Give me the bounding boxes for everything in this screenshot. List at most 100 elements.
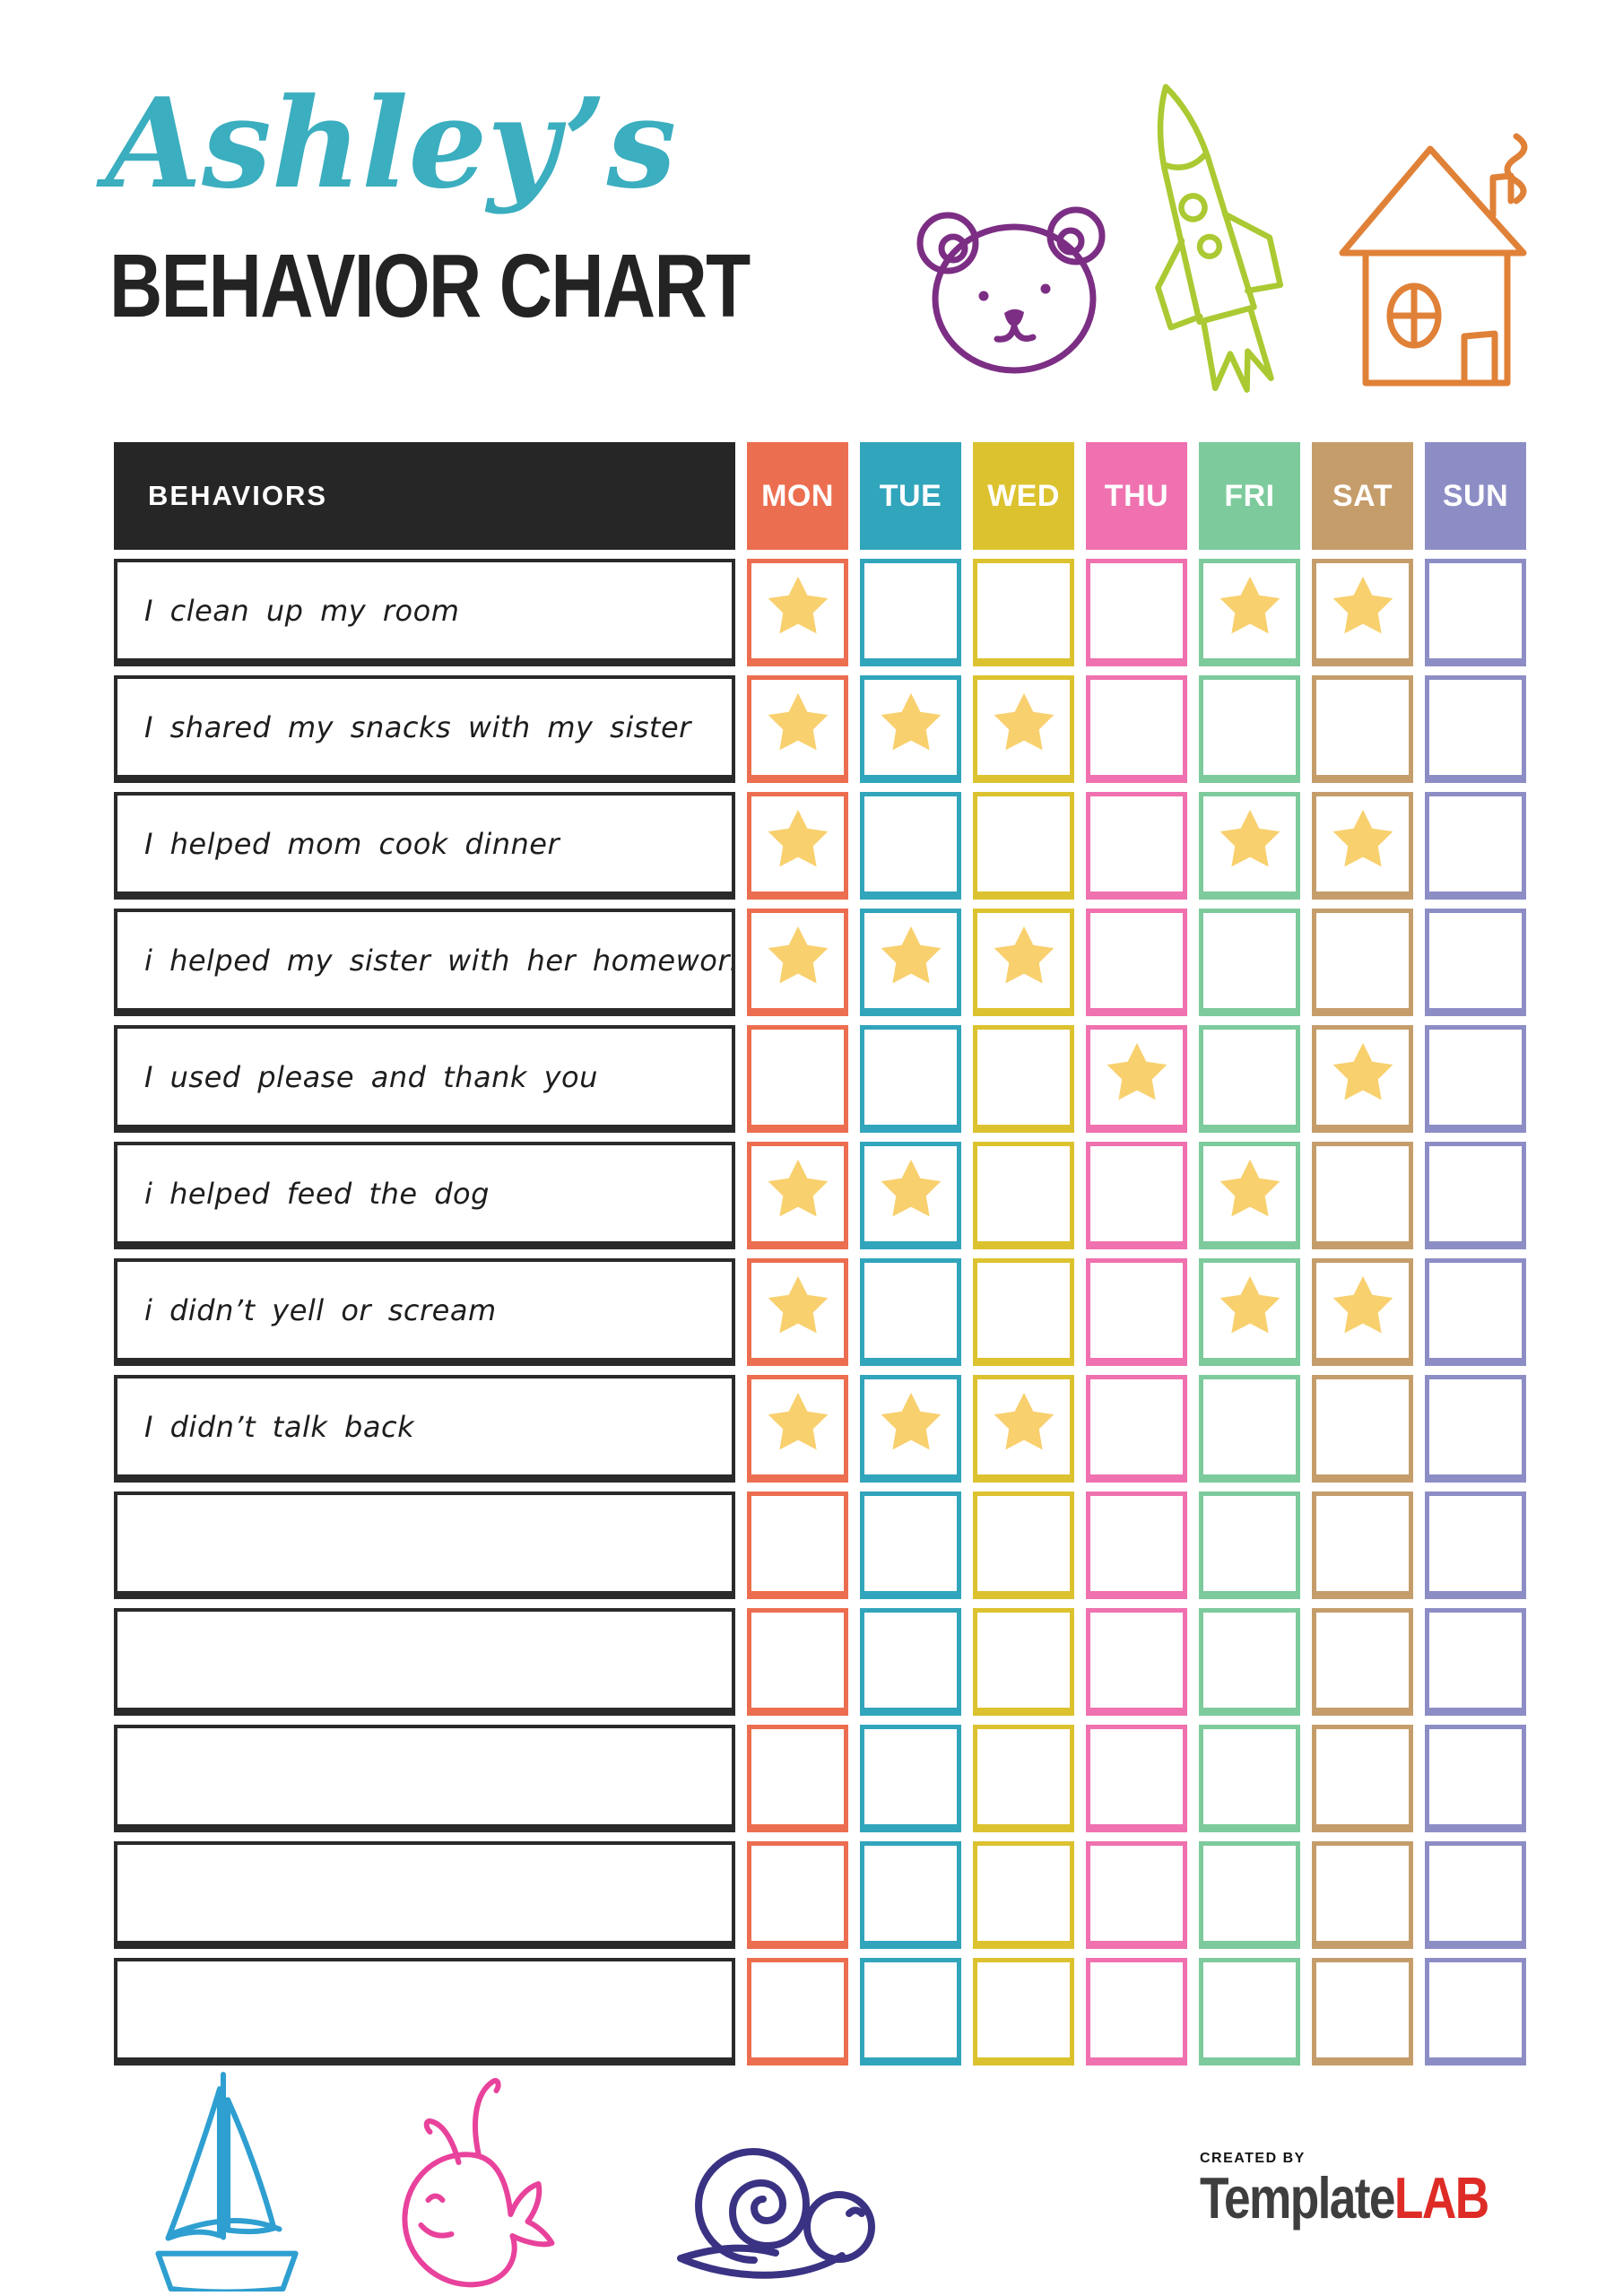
day-cell[interactable] bbox=[973, 1142, 1074, 1249]
day-cell[interactable] bbox=[973, 1025, 1074, 1133]
behavior-label[interactable]: I shared my snacks with my sister bbox=[114, 675, 735, 783]
day-cell[interactable] bbox=[747, 1841, 848, 1949]
day-cell[interactable] bbox=[1312, 1142, 1413, 1249]
day-cell[interactable] bbox=[1086, 559, 1187, 666]
day-cell[interactable] bbox=[1086, 1492, 1187, 1599]
day-cell[interactable] bbox=[860, 1025, 961, 1133]
day-cell[interactable] bbox=[860, 1958, 961, 2066]
day-cell[interactable] bbox=[1086, 1025, 1187, 1133]
day-cell[interactable] bbox=[1312, 792, 1413, 900]
day-cell[interactable] bbox=[747, 675, 848, 783]
day-cell[interactable] bbox=[1199, 1375, 1300, 1483]
day-cell[interactable] bbox=[1312, 1375, 1413, 1483]
day-cell[interactable] bbox=[747, 1608, 848, 1716]
day-cell[interactable] bbox=[1425, 559, 1526, 666]
day-cell[interactable] bbox=[973, 1725, 1074, 1832]
day-cell[interactable] bbox=[747, 1958, 848, 2066]
day-cell[interactable] bbox=[860, 1608, 961, 1716]
day-cell[interactable] bbox=[747, 1492, 848, 1599]
day-cell[interactable] bbox=[973, 1841, 1074, 1949]
day-cell[interactable] bbox=[973, 675, 1074, 783]
day-cell[interactable] bbox=[747, 1025, 848, 1133]
day-cell[interactable] bbox=[1425, 1725, 1526, 1832]
day-cell[interactable] bbox=[860, 792, 961, 900]
day-cell[interactable] bbox=[1086, 1725, 1187, 1832]
day-cell[interactable] bbox=[860, 1258, 961, 1366]
day-cell[interactable] bbox=[1312, 559, 1413, 666]
day-cell[interactable] bbox=[1425, 1375, 1526, 1483]
day-cell[interactable] bbox=[1425, 909, 1526, 1016]
day-cell[interactable] bbox=[1199, 792, 1300, 900]
behavior-label[interactable] bbox=[114, 1958, 735, 2066]
behavior-label[interactable] bbox=[114, 1725, 735, 1832]
day-cell[interactable] bbox=[860, 675, 961, 783]
day-cell[interactable] bbox=[1425, 1608, 1526, 1716]
day-cell[interactable] bbox=[1199, 1142, 1300, 1249]
behavior-label[interactable]: I helped mom cook dinner bbox=[114, 792, 735, 900]
day-cell[interactable] bbox=[747, 909, 848, 1016]
day-cell[interactable] bbox=[860, 1375, 961, 1483]
behavior-label[interactable]: i helped feed the dog bbox=[114, 1142, 735, 1249]
day-cell[interactable] bbox=[1086, 1841, 1187, 1949]
day-cell[interactable] bbox=[1086, 1258, 1187, 1366]
day-cell[interactable] bbox=[860, 1725, 961, 1832]
day-cell[interactable] bbox=[1086, 792, 1187, 900]
day-cell[interactable] bbox=[860, 1492, 961, 1599]
day-cell[interactable] bbox=[1199, 1725, 1300, 1832]
day-cell[interactable] bbox=[1199, 909, 1300, 1016]
day-cell[interactable] bbox=[1086, 1142, 1187, 1249]
day-cell[interactable] bbox=[1199, 675, 1300, 783]
day-cell[interactable] bbox=[1425, 1958, 1526, 2066]
day-cell[interactable] bbox=[1199, 1258, 1300, 1366]
day-cell[interactable] bbox=[1312, 1725, 1413, 1832]
behavior-label[interactable] bbox=[114, 1492, 735, 1599]
day-cell[interactable] bbox=[860, 559, 961, 666]
day-cell[interactable] bbox=[1199, 1841, 1300, 1949]
day-cell[interactable] bbox=[1312, 1492, 1413, 1599]
day-cell[interactable] bbox=[1425, 1492, 1526, 1599]
day-cell[interactable] bbox=[1425, 1025, 1526, 1133]
day-cell[interactable] bbox=[1199, 1608, 1300, 1716]
day-cell[interactable] bbox=[1312, 1608, 1413, 1716]
day-cell[interactable] bbox=[1312, 1841, 1413, 1949]
day-cell[interactable] bbox=[1425, 675, 1526, 783]
day-cell[interactable] bbox=[747, 792, 848, 900]
day-cell[interactable] bbox=[1199, 1025, 1300, 1133]
behavior-label[interactable]: I used please and thank you bbox=[114, 1025, 735, 1133]
day-cell[interactable] bbox=[860, 1841, 961, 1949]
day-cell[interactable] bbox=[1086, 675, 1187, 783]
day-cell[interactable] bbox=[1086, 909, 1187, 1016]
day-cell[interactable] bbox=[1199, 1492, 1300, 1599]
day-cell[interactable] bbox=[973, 909, 1074, 1016]
day-cell[interactable] bbox=[747, 1725, 848, 1832]
day-cell[interactable] bbox=[860, 1142, 961, 1249]
day-cell[interactable] bbox=[973, 559, 1074, 666]
day-cell[interactable] bbox=[747, 1142, 848, 1249]
day-cell[interactable] bbox=[1312, 1258, 1413, 1366]
day-cell[interactable] bbox=[860, 909, 961, 1016]
behavior-label[interactable]: I didn’t talk back bbox=[114, 1375, 735, 1483]
day-cell[interactable] bbox=[973, 1608, 1074, 1716]
day-cell[interactable] bbox=[973, 1492, 1074, 1599]
behavior-label[interactable]: i didn’t yell or scream bbox=[114, 1258, 735, 1366]
day-cell[interactable] bbox=[747, 1258, 848, 1366]
day-cell[interactable] bbox=[973, 792, 1074, 900]
behavior-label[interactable]: i helped my sister with her homework bbox=[114, 909, 735, 1016]
day-cell[interactable] bbox=[1425, 1841, 1526, 1949]
day-cell[interactable] bbox=[1312, 1958, 1413, 2066]
day-cell[interactable] bbox=[1425, 1258, 1526, 1366]
day-cell[interactable] bbox=[1199, 559, 1300, 666]
day-cell[interactable] bbox=[1312, 675, 1413, 783]
behavior-label[interactable] bbox=[114, 1841, 735, 1949]
day-cell[interactable] bbox=[1086, 1958, 1187, 2066]
day-cell[interactable] bbox=[1425, 1142, 1526, 1249]
behavior-label[interactable] bbox=[114, 1608, 735, 1716]
day-cell[interactable] bbox=[973, 1258, 1074, 1366]
day-cell[interactable] bbox=[1312, 909, 1413, 1016]
behavior-label[interactable]: I clean up my room bbox=[114, 559, 735, 666]
day-cell[interactable] bbox=[747, 559, 848, 666]
day-cell[interactable] bbox=[973, 1375, 1074, 1483]
day-cell[interactable] bbox=[1086, 1608, 1187, 1716]
day-cell[interactable] bbox=[747, 1375, 848, 1483]
day-cell[interactable] bbox=[1199, 1958, 1300, 2066]
